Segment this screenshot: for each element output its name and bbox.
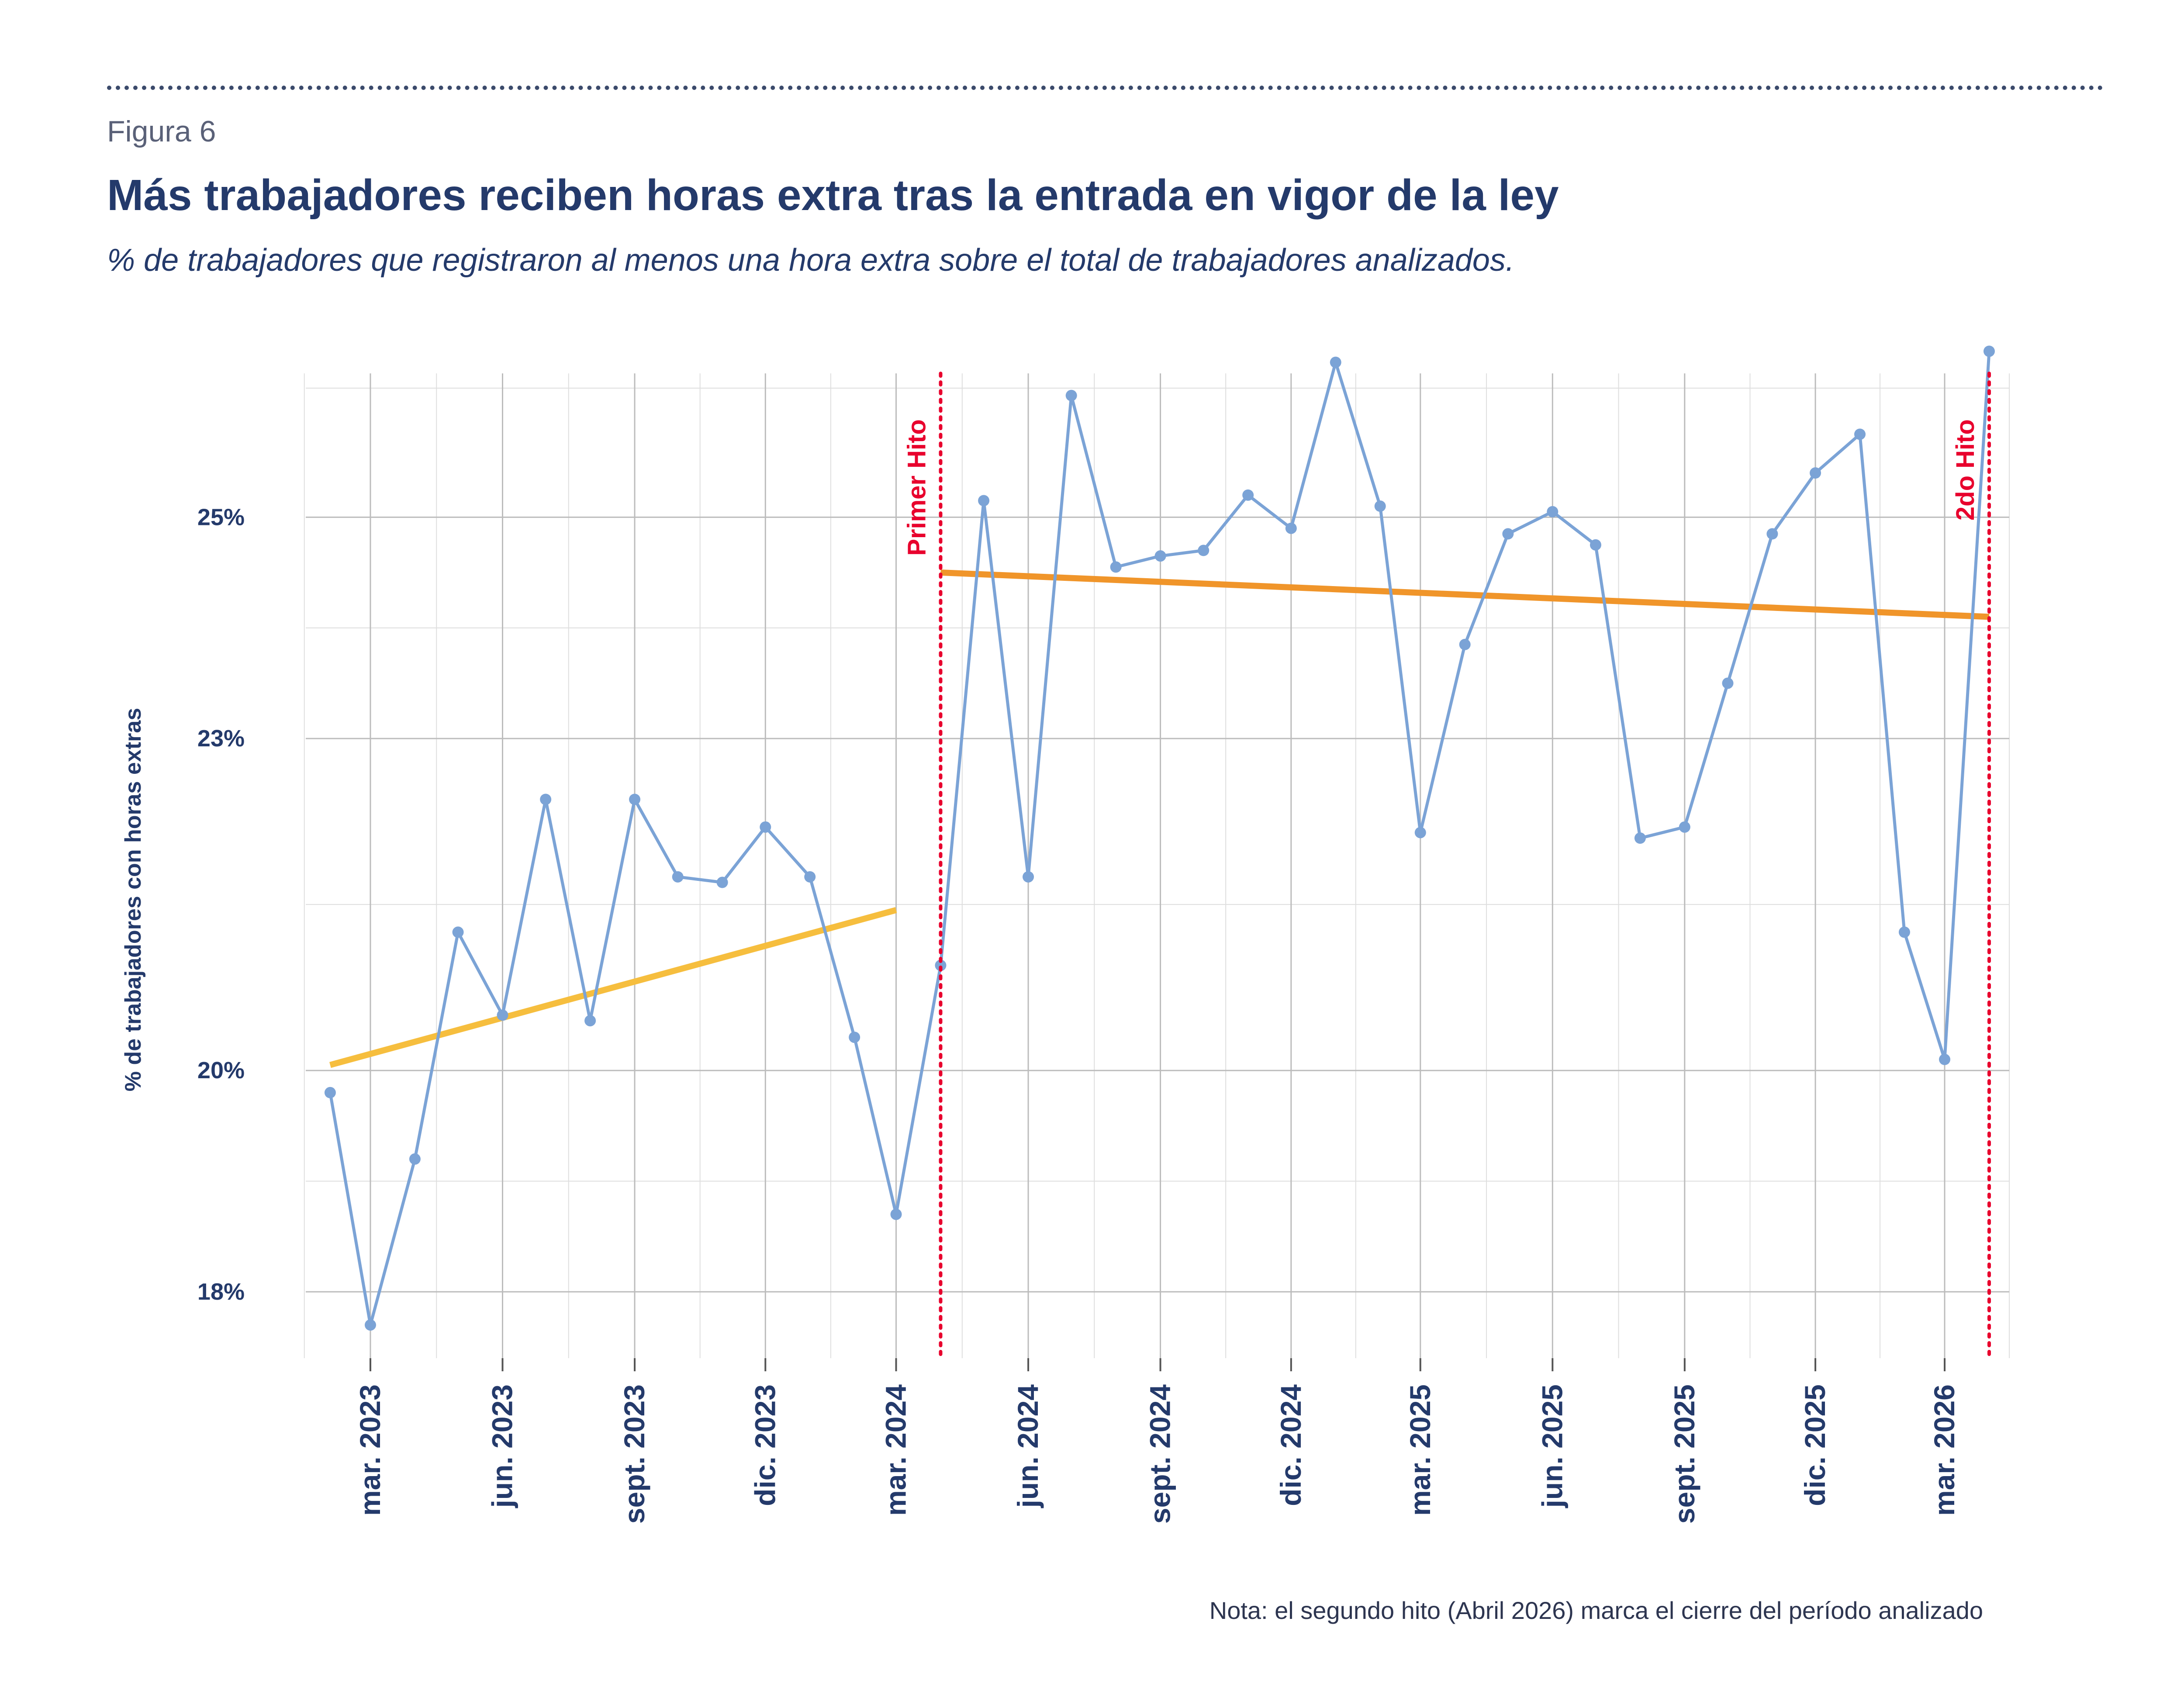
x-tick-label: sept. 2024 [1144,1384,1176,1524]
x-tick-label: dic. 2023 [749,1384,781,1506]
x-tick-label: mar. 2026 [1928,1384,1960,1516]
data-point [1285,522,1297,534]
data-point [1722,677,1734,689]
data-point [1939,1053,1951,1065]
trend-line [329,907,897,1068]
data-point [1330,356,1341,368]
data-point [1766,528,1778,540]
data-point [978,495,990,507]
trend-lines [329,569,1990,1068]
major-gridlines [306,373,2009,1358]
data-point [1547,506,1559,518]
data-point [1242,489,1254,501]
x-tick-label: sept. 2023 [618,1384,650,1524]
x-tick-label: jun. 2024 [1012,1384,1044,1509]
data-point [1898,926,1910,938]
data-point [364,1319,376,1331]
data-point [629,794,641,805]
chart-title: Más trabajadores reciben horas extra tra… [107,171,1559,220]
x-tick-label: mar. 2024 [880,1384,912,1516]
series-path [328,351,1991,1327]
x-tick-label: dic. 2025 [1799,1384,1831,1506]
data-point [1854,428,1866,440]
x-tick-label: jun. 2025 [1536,1384,1568,1508]
x-tick-label: jun. 2023 [486,1384,518,1508]
data-point [584,1015,596,1027]
data-point [1110,561,1122,573]
x-tick-label: mar. 2023 [354,1384,386,1516]
series-line [324,345,1995,1331]
y-tick-label: 23% [197,725,245,752]
data-point [849,1032,860,1043]
y-axis-title: % de trabajadores con horas extras [121,708,146,1092]
trend-line [940,569,1990,620]
data-point [716,876,728,888]
data-point [409,1153,421,1165]
data-point [452,926,464,938]
data-point [1065,390,1077,401]
milestone-lines: Primer Hito 2do Hito [902,372,1991,1360]
footnote: Nota: el segundo hito (Abril 2026) marca… [1209,1597,1983,1624]
data-point [935,959,947,971]
y-tick-label: 25% [197,504,245,530]
data-point [1414,827,1426,838]
x-axis-ticks: mar. 2023 jun. 2023 sept. 2023 dic. 2023 mar… [354,1358,1960,1524]
data-point [672,871,684,883]
milestone-label: Primer Hito [902,419,931,556]
data-point [760,821,771,833]
data-point [1198,545,1209,556]
milestone-label: 2do Hito [1951,419,1980,521]
top-dotted-rule [107,86,2103,90]
data-point [1810,467,1821,479]
data-point [1679,821,1690,833]
x-tick-label: sept. 2025 [1668,1384,1700,1524]
data-point [1502,528,1514,540]
data-point [540,794,552,805]
x-tick-label: mar. 2025 [1404,1384,1436,1516]
y-tick-label: 20% [197,1057,245,1083]
data-point [1023,871,1034,883]
x-tick-label: dic. 2024 [1275,1384,1307,1506]
data-point [1634,832,1646,844]
data-point [1590,539,1601,551]
y-axis-ticks: 18% 20% 23% 25% [197,504,245,1305]
data-point [890,1208,902,1220]
chart-subtitle: % de trabajadores que registraron al men… [107,243,1514,278]
data-point [1374,500,1386,512]
data-point [1459,638,1471,650]
data-point [497,1009,508,1021]
figure-label: Figura 6 [107,115,216,148]
data-point [1154,550,1166,562]
y-tick-label: 18% [197,1279,245,1305]
minor-gridlines [304,373,2010,1358]
data-point [1983,345,1995,357]
data-point [804,871,816,883]
data-point [324,1087,336,1098]
